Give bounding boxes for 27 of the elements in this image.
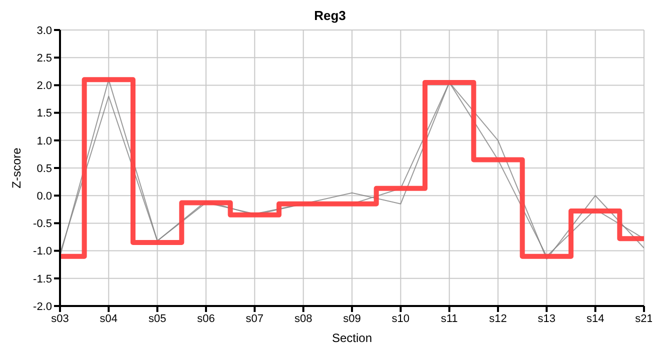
- y-tick-label: -0.5: [33, 218, 52, 230]
- x-tick-label: s11: [440, 312, 458, 325]
- x-tick-label: s12: [489, 312, 507, 325]
- y-tick-label: -1.5: [33, 273, 52, 286]
- y-tick-label: 2.0: [36, 80, 52, 92]
- x-axis-title: Section: [332, 331, 372, 345]
- x-tick-label: s14: [586, 312, 604, 325]
- x-tick-label: s05: [148, 312, 166, 325]
- y-tick-label: -2.0: [33, 300, 52, 313]
- chart-title: Reg3: [313, 8, 347, 25]
- y-tick-label: 1.0: [36, 135, 52, 148]
- y-tick-label: 0.0: [36, 190, 52, 203]
- x-tick-label: s06: [197, 312, 215, 325]
- x-tick-label: s04: [100, 312, 118, 325]
- x-tick-label: s08: [294, 312, 312, 325]
- y-tick-label: 1.5: [36, 108, 52, 120]
- y-tick-label: -1.0: [33, 246, 52, 258]
- x-tick-label: s10: [392, 312, 410, 325]
- x-tick-label: s13: [538, 312, 556, 325]
- y-tick-label: 2.5: [36, 52, 52, 65]
- x-tick-label: s09: [343, 312, 361, 325]
- y-tick-label: 0.5: [36, 162, 52, 175]
- y-tick-label: 3.0: [36, 24, 52, 37]
- y-axis-title: Z-score: [9, 147, 24, 188]
- x-tick-label: s07: [246, 312, 264, 325]
- x-tick-label: s21: [635, 312, 653, 325]
- x-tick-label: s03: [51, 312, 69, 325]
